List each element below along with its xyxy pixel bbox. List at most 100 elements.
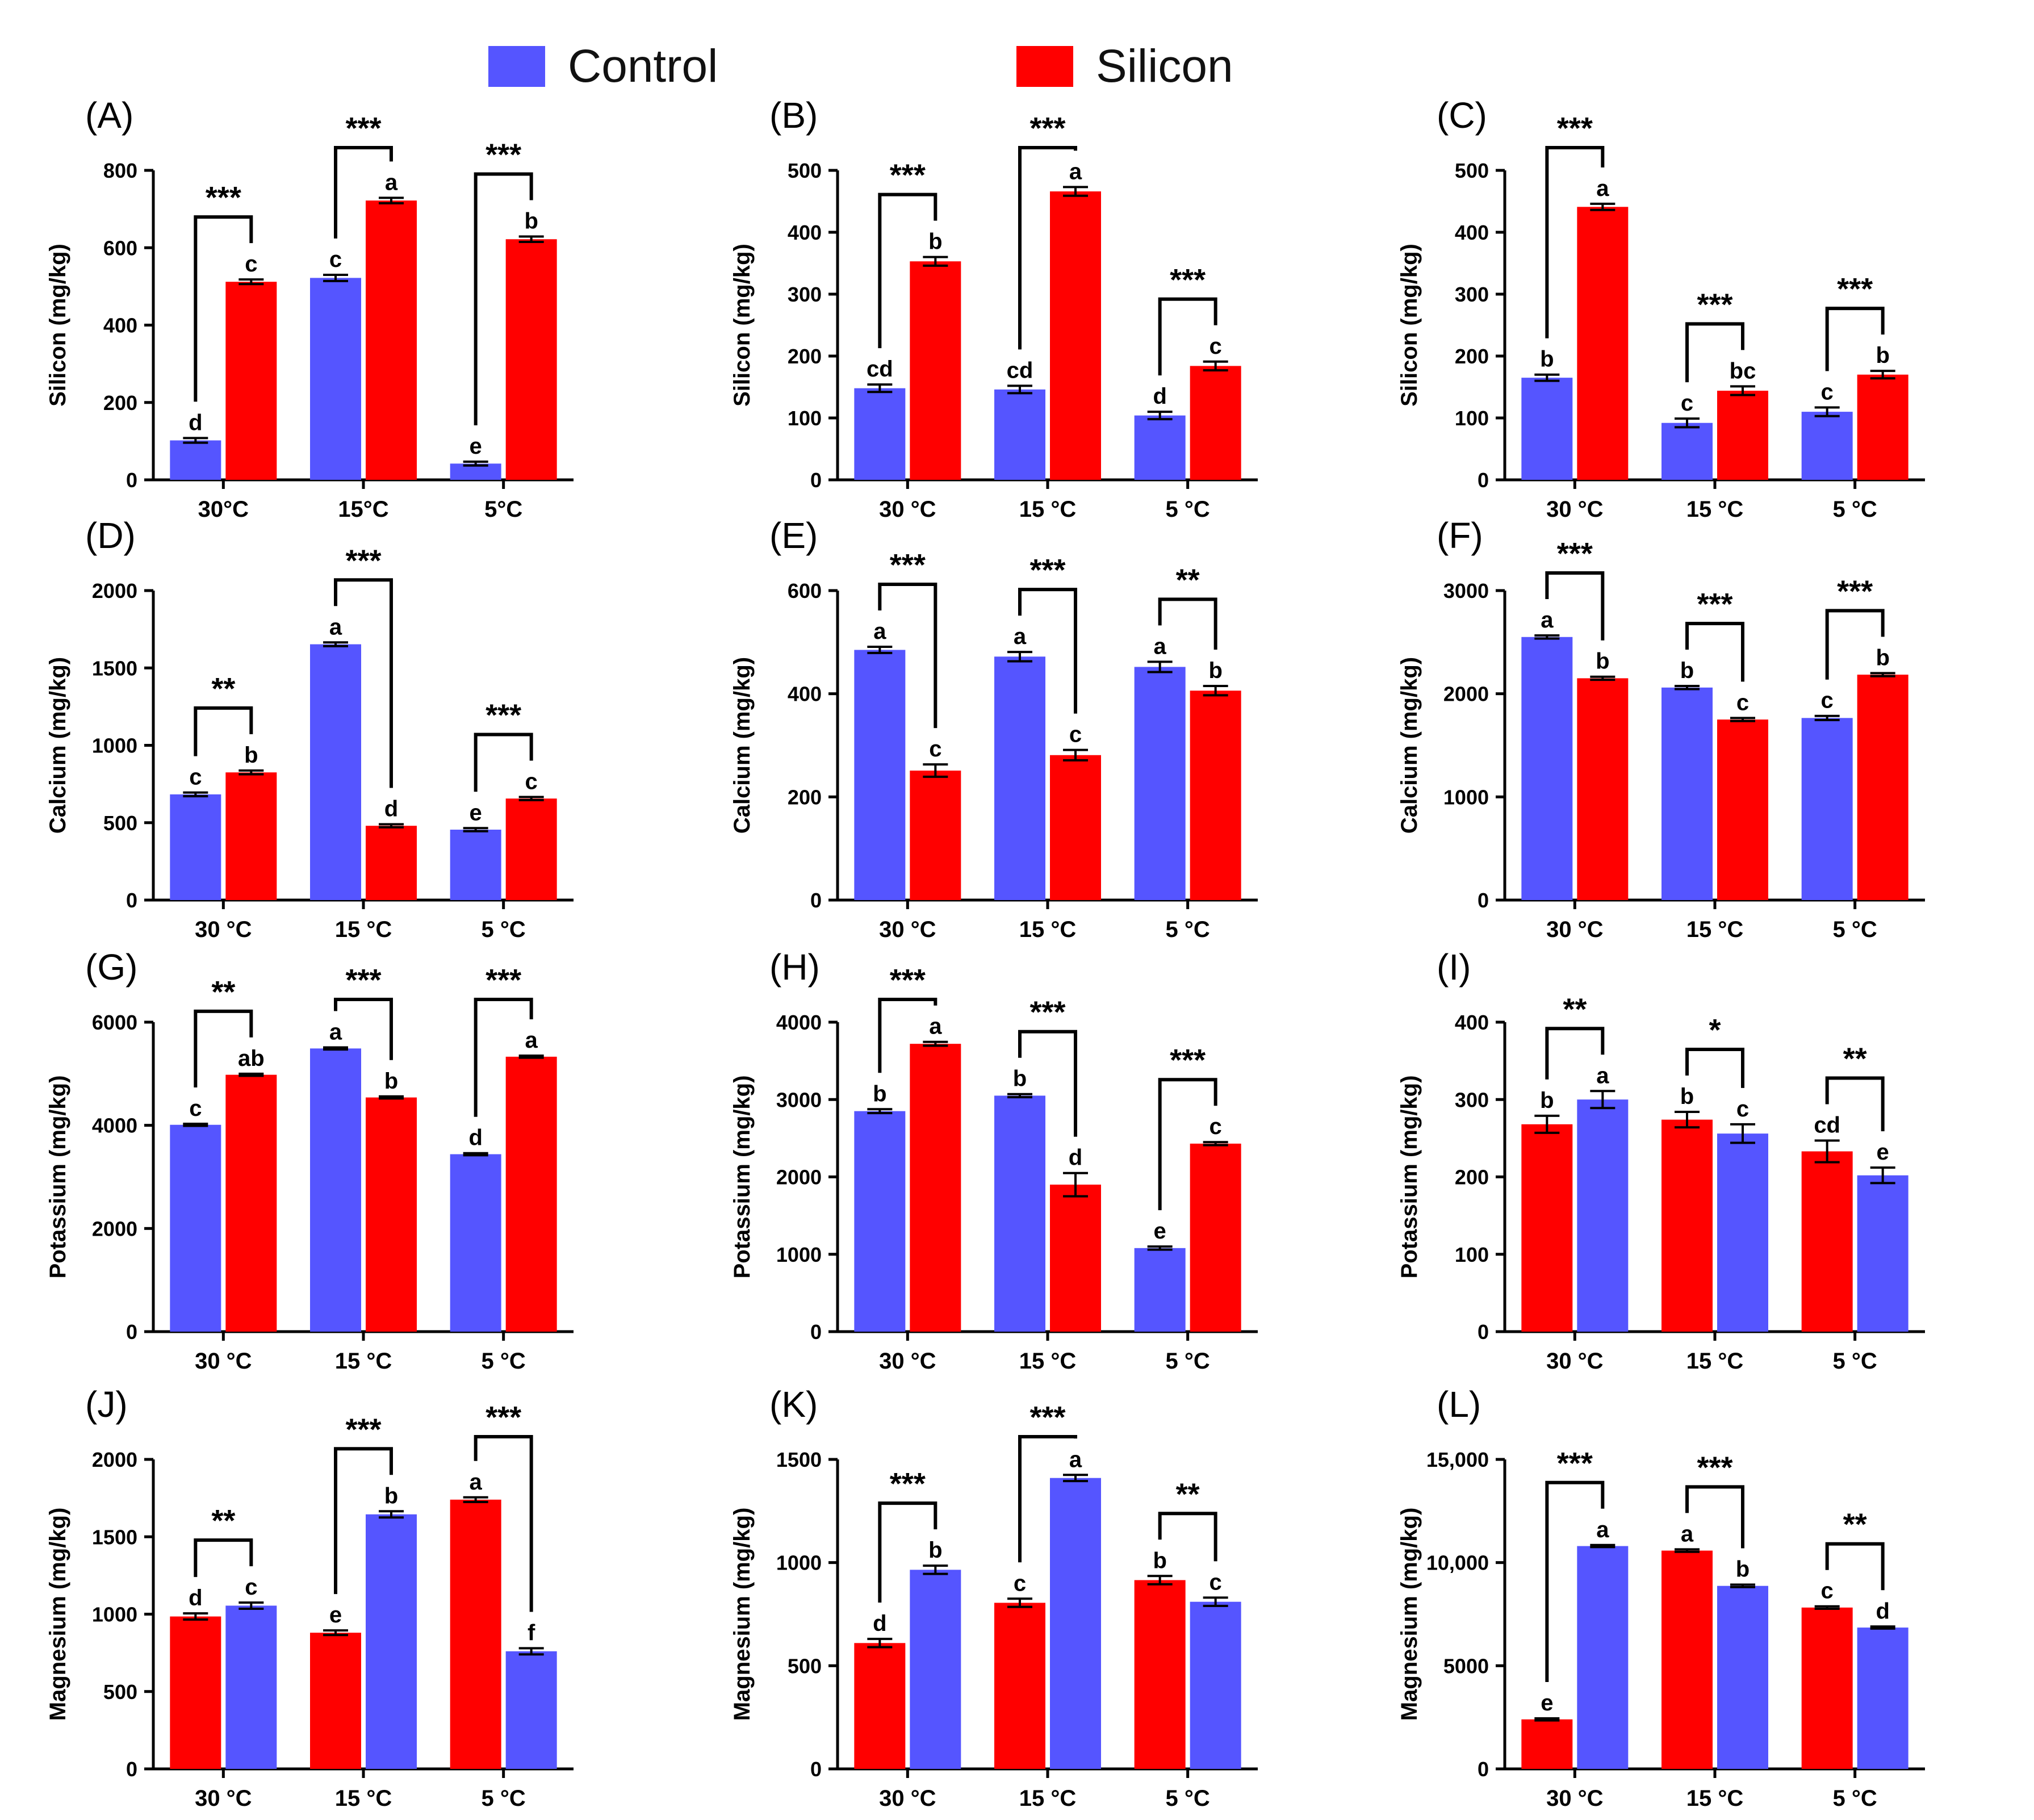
significance-bracket — [194, 1009, 253, 1087]
panel-c: (C) 0 100 200 300 400 500 Silicon (mg/kg) b a *** 3… — [1397, 95, 1925, 522]
bar-silicon — [1801, 1151, 1853, 1332]
bar-control — [310, 278, 361, 480]
letter-label: c — [1681, 391, 1693, 416]
letter-label: b — [928, 1538, 942, 1563]
y-tick-label: 500 — [1455, 159, 1489, 182]
significance-label: *** — [345, 1412, 381, 1446]
letter-label: d — [1876, 1599, 1889, 1624]
bar-silicon — [910, 771, 961, 900]
bar-silicon — [1577, 207, 1629, 480]
letter-label: ab — [238, 1046, 265, 1071]
letter-label: c — [1821, 1579, 1834, 1604]
letter-label: c — [1736, 1097, 1749, 1122]
bar-control — [1801, 718, 1853, 900]
y-tick-label: 500 — [103, 811, 137, 835]
x-tick-label: 30°C — [198, 497, 249, 522]
bar-control — [1717, 1585, 1768, 1769]
significance-bracket — [334, 146, 393, 239]
letter-label: b — [1013, 1066, 1027, 1091]
y-tick-label: 2000 — [92, 1217, 137, 1240]
letter-label: b — [928, 229, 942, 254]
significance-bracket — [474, 172, 533, 425]
letter-label: e — [470, 800, 482, 825]
y-tick-label: 1000 — [776, 1243, 822, 1266]
x-tick-label: 30 °C — [1546, 497, 1604, 522]
significance-bracket — [1825, 307, 1885, 371]
bar-silicon — [1190, 1143, 1241, 1332]
y-tick-label: 10,000 — [1426, 1551, 1489, 1575]
significance-label: ** — [211, 975, 235, 1009]
significance-bracket — [1545, 1480, 1605, 1682]
y-tick-label: 2000 — [1443, 683, 1489, 706]
y-axis-label: Calcium (mg/kg) — [730, 657, 755, 834]
letter-label: c — [1209, 1114, 1222, 1139]
bar-control — [1577, 1546, 1629, 1769]
significance-bracket — [878, 998, 938, 1073]
y-tick-label: 500 — [103, 1680, 137, 1704]
significance-bracket — [1685, 322, 1744, 383]
letter-label: c — [245, 1575, 257, 1600]
x-tick-label: 30 °C — [879, 1349, 936, 1374]
bar-silicon — [910, 261, 961, 480]
letter-label: d — [189, 1585, 202, 1610]
letter-label: c — [1736, 690, 1749, 715]
letter-label: a — [1596, 176, 1609, 201]
bar-control — [1801, 412, 1853, 480]
bar-silicon — [505, 239, 557, 480]
y-tick-label: 6000 — [92, 1011, 137, 1034]
x-tick-label: 5 °C — [1166, 917, 1210, 942]
panel-label: (I) — [1437, 947, 1471, 988]
y-tick-label: 300 — [1455, 283, 1489, 306]
x-tick-label: 5 °C — [482, 1349, 526, 1374]
letter-label: bc — [1730, 358, 1756, 383]
bar-silicon — [1050, 1185, 1101, 1332]
letter-label: b — [1680, 658, 1694, 683]
bar-control — [1134, 415, 1186, 480]
y-tick-label: 0 — [1478, 1758, 1489, 1781]
y-tick-label: 200 — [103, 391, 137, 415]
y-tick-label: 3000 — [1443, 579, 1489, 603]
y-tick-label: 1000 — [1443, 785, 1489, 809]
y-axis-label: Potassium (mg/kg) — [45, 1076, 70, 1279]
bar-silicon — [910, 1044, 961, 1332]
bar-silicon — [1857, 675, 1909, 900]
y-tick-label: 1500 — [92, 656, 137, 680]
y-tick-label: 200 — [1455, 345, 1489, 368]
bar-control — [170, 1124, 221, 1332]
significance-bracket — [1685, 622, 1744, 682]
significance-label: *** — [1170, 263, 1206, 297]
letter-label: a — [1014, 624, 1027, 649]
x-tick-label: 5 °C — [1833, 1349, 1877, 1374]
significance-label: ** — [1176, 563, 1200, 597]
significance-label: *** — [1170, 1043, 1206, 1077]
significance-label: *** — [890, 963, 926, 997]
panel-l: (L) 0 5000 10,000 15,000 Magnesium (mg/kg) e a *… — [1397, 1384, 1925, 1811]
letter-label: b — [1876, 343, 1889, 368]
panel-f: (F) 0 1000 2000 3000 Calcium (mg/kg) a b *** 30 °… — [1397, 515, 1925, 942]
significance-label: *** — [890, 1467, 926, 1501]
letter-label: a — [385, 170, 398, 195]
bar-control — [1521, 637, 1573, 900]
significance-label: *** — [486, 137, 521, 171]
bar-silicon — [1190, 366, 1241, 480]
x-tick-label: 30 °C — [1546, 1349, 1604, 1374]
bar-control — [225, 1605, 277, 1769]
significance-bracket — [1685, 1048, 1744, 1088]
significance-bracket — [1018, 146, 1077, 350]
bar-silicon — [366, 1097, 417, 1332]
y-tick-label: 0 — [126, 468, 137, 492]
y-tick-label: 1500 — [776, 1448, 822, 1471]
panel-d: (D) 0 500 1000 1500 2000 Calcium (mg/kg) c b ** 30… — [45, 515, 574, 942]
panel-label: (J) — [85, 1384, 128, 1425]
letter-label: a — [1596, 1063, 1609, 1088]
bar-control — [1857, 1175, 1909, 1332]
significance-label: ** — [211, 1504, 235, 1538]
legend-swatch-silicon — [1016, 46, 1073, 87]
significance-bracket — [878, 1501, 938, 1603]
letter-label: a — [929, 1014, 942, 1039]
y-tick-label: 500 — [788, 159, 822, 182]
y-tick-label: 0 — [1478, 468, 1489, 492]
significance-label: ** — [211, 672, 235, 706]
bar-silicon — [1661, 1119, 1713, 1332]
significance-label: *** — [345, 111, 381, 145]
